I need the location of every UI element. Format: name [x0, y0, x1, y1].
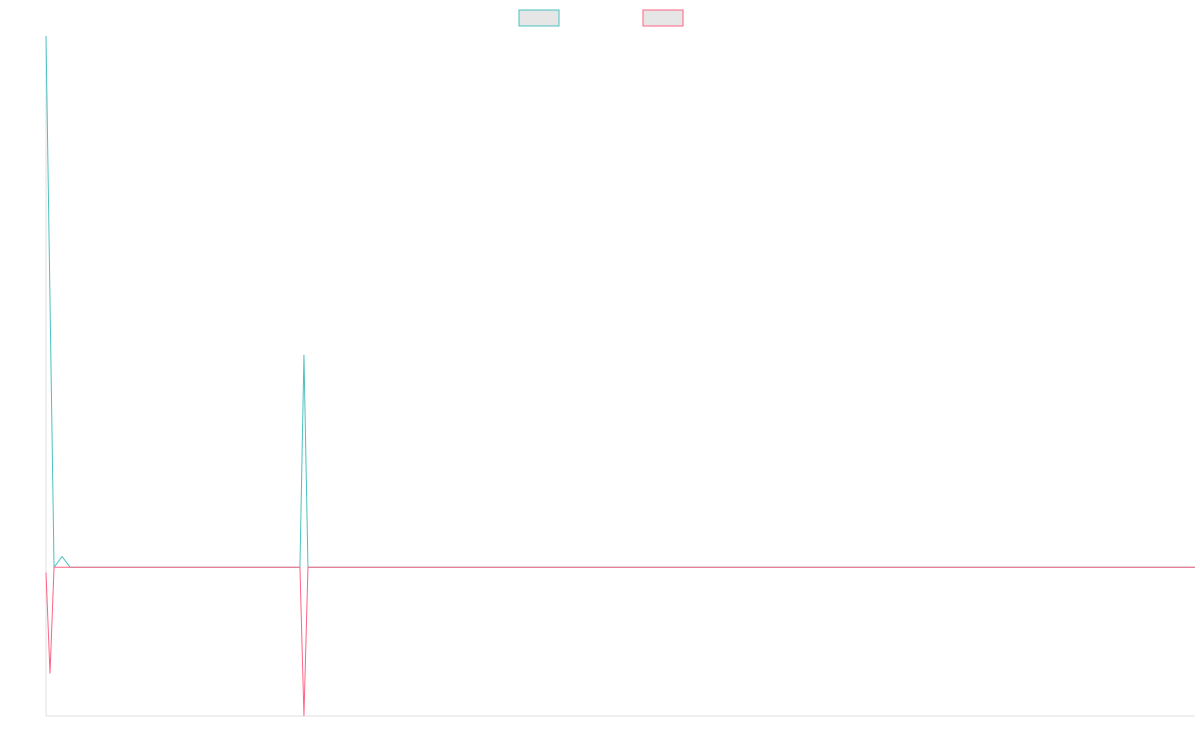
series-line	[45, 35, 1195, 569]
series-line	[45, 566, 1195, 717]
legend-swatch[interactable]	[518, 9, 560, 27]
legend-swatch[interactable]	[642, 9, 684, 27]
legend	[518, 9, 684, 27]
plot-area	[45, 35, 1195, 717]
